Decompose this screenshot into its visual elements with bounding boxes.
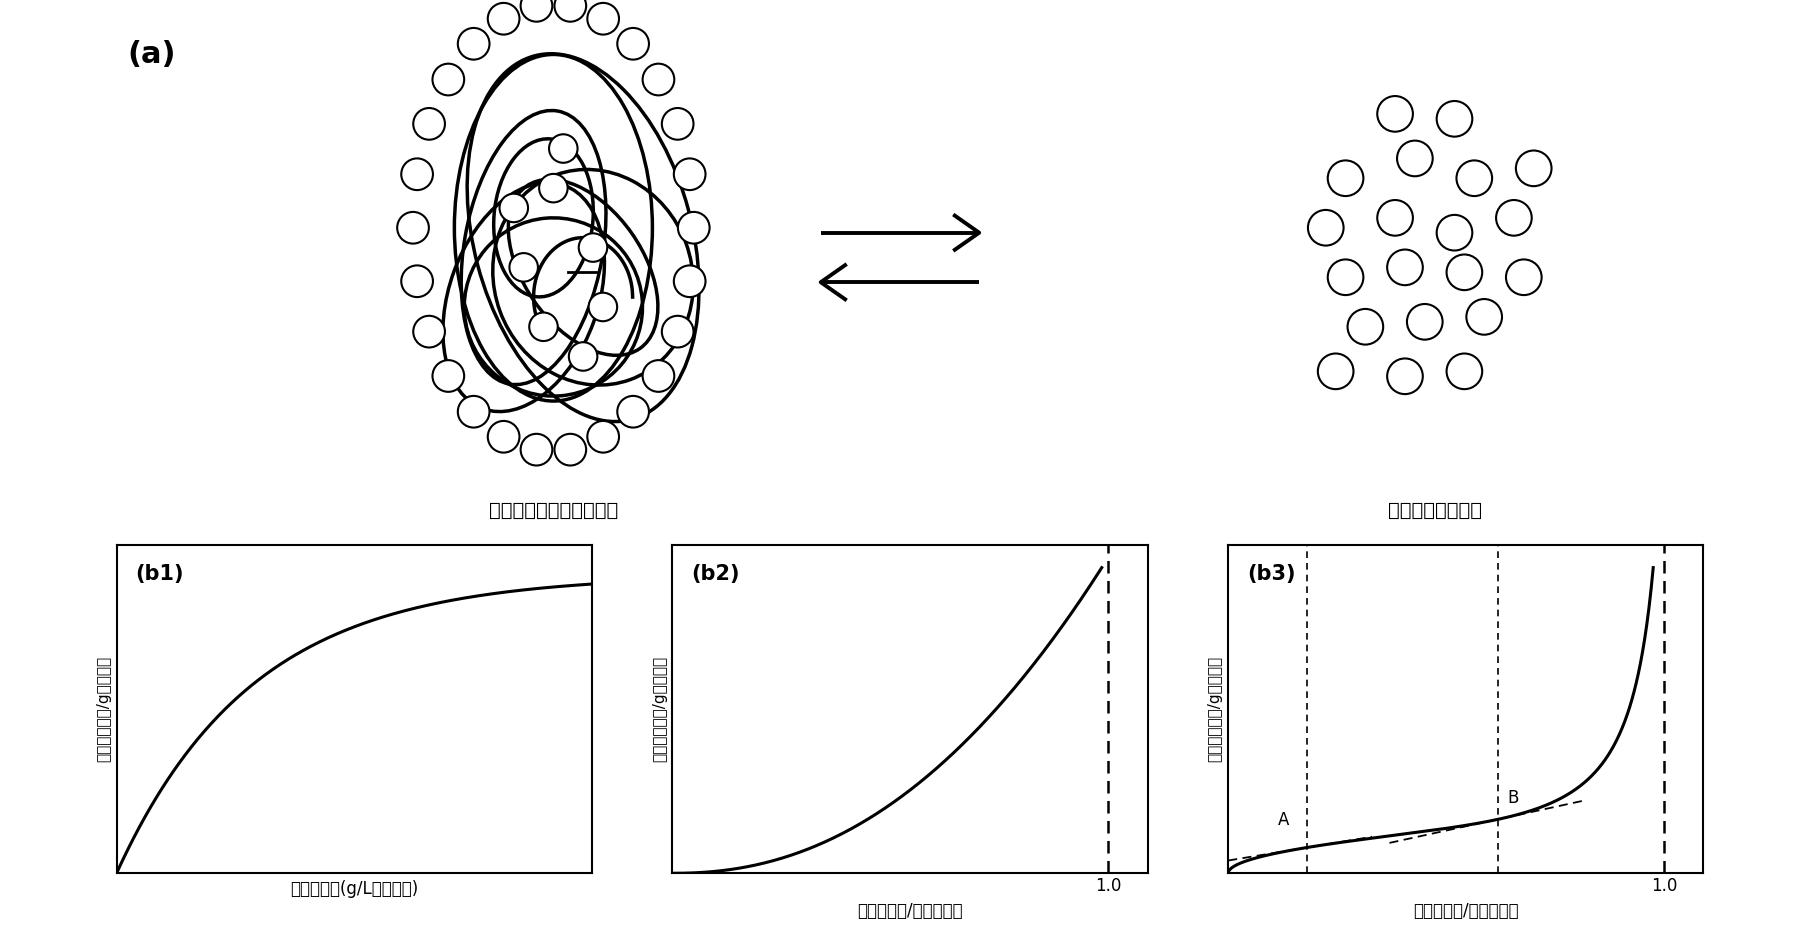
Circle shape [1307, 210, 1343, 246]
X-axis label: 遊離水分量(g/L有機溶媒): 遊離水分量(g/L有機溶媒) [290, 880, 418, 899]
Circle shape [674, 159, 705, 190]
Text: A: A [1278, 810, 1289, 828]
Circle shape [1447, 353, 1483, 389]
Circle shape [457, 396, 489, 427]
Circle shape [1495, 200, 1531, 236]
Circle shape [617, 396, 649, 427]
Circle shape [1377, 96, 1413, 131]
Circle shape [432, 64, 464, 96]
Circle shape [568, 342, 597, 371]
Circle shape [402, 266, 432, 297]
X-axis label: 遊離水分量/水分溶解度: 遊離水分量/水分溶解度 [857, 902, 963, 920]
Circle shape [540, 174, 568, 203]
Circle shape [1388, 250, 1424, 285]
Circle shape [1318, 353, 1354, 389]
Circle shape [1408, 304, 1443, 340]
Circle shape [554, 434, 586, 466]
Circle shape [1436, 215, 1472, 251]
Text: (a): (a) [127, 39, 176, 69]
Text: B: B [1508, 789, 1519, 807]
Circle shape [617, 28, 649, 59]
Circle shape [402, 159, 432, 190]
Circle shape [1456, 161, 1492, 196]
Circle shape [509, 254, 538, 282]
Circle shape [642, 64, 674, 96]
Circle shape [1515, 150, 1551, 186]
Circle shape [588, 3, 619, 35]
Text: (b2): (b2) [692, 564, 741, 584]
Text: 遊離水（自由水）: 遊離水（自由水） [1388, 500, 1481, 519]
Y-axis label: 結合水分量＇/g举燥重量: 結合水分量＇/g举燥重量 [97, 655, 111, 762]
Circle shape [1348, 309, 1382, 345]
Circle shape [1377, 200, 1413, 236]
Y-axis label: 結合水分量＇/g举燥重量: 結合水分量＇/g举燥重量 [1208, 655, 1223, 762]
Circle shape [554, 0, 586, 22]
Circle shape [662, 316, 694, 347]
Circle shape [1436, 101, 1472, 137]
Circle shape [398, 212, 429, 243]
Circle shape [579, 233, 608, 262]
Circle shape [520, 434, 552, 466]
Circle shape [457, 28, 489, 59]
Circle shape [412, 316, 445, 347]
Text: (b1): (b1) [136, 564, 185, 584]
Circle shape [500, 193, 529, 223]
Circle shape [520, 0, 552, 22]
Circle shape [678, 212, 710, 243]
Circle shape [642, 361, 674, 392]
X-axis label: 遊離水分量/水分溶解度: 遊離水分量/水分溶解度 [1413, 902, 1519, 920]
Circle shape [662, 108, 694, 140]
Circle shape [488, 421, 520, 453]
Circle shape [1397, 141, 1433, 177]
Circle shape [1329, 259, 1363, 295]
Circle shape [529, 313, 558, 341]
Circle shape [1447, 254, 1483, 290]
Circle shape [588, 293, 617, 321]
Y-axis label: 結合水分量＇/g举燥重量: 結合水分量＇/g举燥重量 [653, 655, 667, 762]
Text: (b3): (b3) [1248, 564, 1296, 584]
Circle shape [1329, 161, 1363, 196]
Circle shape [674, 266, 705, 297]
Text: 蛋白質結合水（水和水）: 蛋白質結合水（水和水） [489, 500, 619, 519]
Circle shape [432, 361, 464, 392]
Circle shape [1467, 299, 1503, 334]
Circle shape [1506, 259, 1542, 295]
Circle shape [412, 108, 445, 140]
Circle shape [1388, 359, 1424, 394]
Circle shape [488, 3, 520, 35]
Circle shape [549, 134, 577, 162]
Circle shape [588, 421, 619, 453]
